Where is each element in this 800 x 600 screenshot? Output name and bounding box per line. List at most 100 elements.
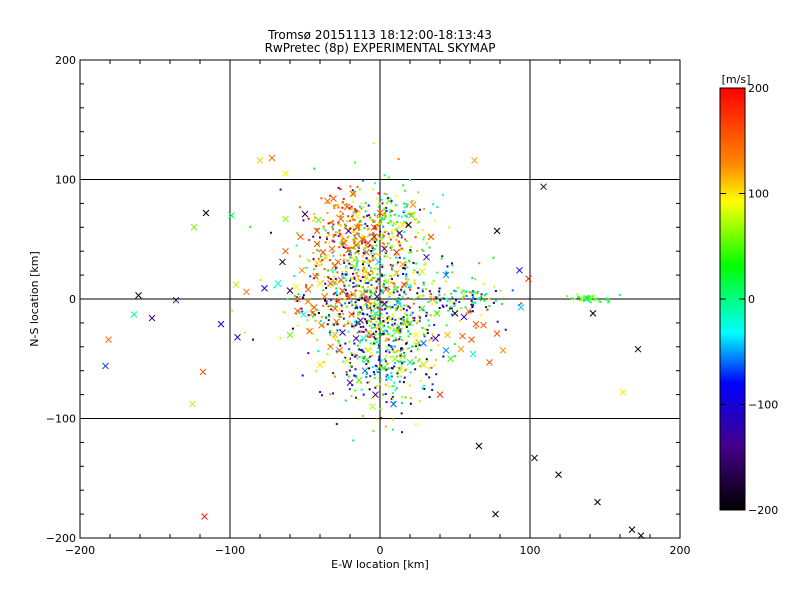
dot-point — [479, 296, 482, 299]
dot-point — [371, 249, 374, 252]
dot-point — [425, 358, 428, 361]
dot-point — [428, 324, 431, 327]
dot-point — [429, 314, 432, 317]
dot-point — [396, 328, 399, 331]
dot-point — [419, 379, 422, 382]
dot-point — [426, 360, 429, 363]
dot-point — [409, 249, 412, 252]
dot-point — [453, 343, 456, 346]
cross-point — [199, 368, 207, 376]
dot-point — [354, 375, 357, 378]
dot-point — [387, 301, 390, 304]
dot-point — [310, 284, 313, 287]
dot-point — [313, 313, 316, 316]
dot-point — [385, 345, 388, 348]
dot-point — [384, 211, 387, 214]
dot-point — [377, 344, 380, 347]
cross-point — [465, 307, 472, 315]
dot-point — [402, 323, 405, 326]
cross-point — [313, 259, 321, 267]
dot-point — [358, 355, 361, 358]
cross-point — [393, 269, 400, 277]
dot-point — [356, 344, 359, 347]
dot-point — [354, 161, 357, 164]
dot-point — [370, 284, 373, 287]
dot-point — [404, 238, 407, 241]
dot-point — [453, 289, 456, 292]
dot-point — [366, 335, 369, 338]
dot-point — [341, 351, 344, 354]
cross-point — [412, 341, 420, 348]
cross-point — [399, 353, 406, 360]
dot-point — [413, 319, 416, 322]
dot-point — [358, 330, 361, 333]
dot-point — [354, 192, 357, 195]
dot-point — [388, 295, 391, 298]
dot-point — [355, 321, 358, 324]
dot-point — [327, 231, 330, 234]
dot-point — [372, 188, 375, 191]
dot-point — [338, 234, 341, 237]
dot-point — [331, 251, 334, 254]
cross-point — [408, 211, 415, 219]
dot-point — [331, 240, 334, 243]
dot-point — [317, 350, 320, 353]
dot-point — [381, 233, 384, 236]
dot-point — [406, 297, 409, 300]
cross-point — [331, 331, 339, 339]
dot-point — [350, 208, 353, 211]
dot-point — [400, 363, 403, 366]
dot-point — [464, 306, 467, 309]
dot-point — [393, 351, 396, 354]
dot-point — [405, 316, 408, 319]
dot-point — [369, 375, 372, 378]
dot-point — [418, 400, 421, 403]
dot-point — [376, 303, 379, 306]
dot-point — [339, 215, 342, 218]
dot-point — [375, 197, 378, 200]
dot-point — [307, 217, 310, 220]
dot-point — [329, 304, 332, 307]
dot-point — [348, 340, 351, 343]
cross-point — [385, 197, 393, 205]
dot-point — [369, 342, 372, 345]
dot-point — [377, 192, 380, 195]
dot-point — [354, 247, 357, 250]
cross-point — [370, 233, 378, 241]
dot-point — [350, 215, 353, 218]
dot-point — [471, 277, 474, 280]
dot-point — [520, 302, 523, 305]
dot-point — [355, 279, 358, 282]
dot-point — [390, 200, 393, 203]
dot-point — [352, 211, 355, 214]
dot-point — [376, 273, 379, 276]
dot-point — [378, 383, 381, 386]
cross-point — [340, 239, 348, 247]
dot-point — [342, 197, 345, 200]
dot-point — [403, 304, 406, 307]
dot-point — [402, 248, 405, 251]
dot-point — [379, 222, 382, 225]
dot-point — [346, 220, 349, 223]
dot-point — [351, 353, 354, 356]
dot-point — [343, 238, 346, 241]
cross-point — [444, 331, 451, 339]
dot-point — [386, 321, 389, 324]
dot-point — [306, 319, 309, 322]
dot-point — [371, 323, 374, 326]
dot-point — [385, 193, 388, 196]
cross-point — [327, 280, 334, 287]
dot-point — [385, 312, 388, 315]
dot-point — [373, 241, 376, 244]
dot-point — [405, 205, 408, 208]
dot-point — [376, 286, 379, 289]
dot-point — [361, 269, 364, 272]
dot-point — [329, 333, 332, 336]
dot-point — [441, 255, 444, 258]
cross-point — [349, 190, 357, 198]
dot-point — [389, 244, 392, 247]
dot-point — [376, 311, 379, 314]
dot-point — [488, 297, 491, 300]
dot-point — [353, 268, 356, 271]
cross-point — [135, 292, 142, 299]
